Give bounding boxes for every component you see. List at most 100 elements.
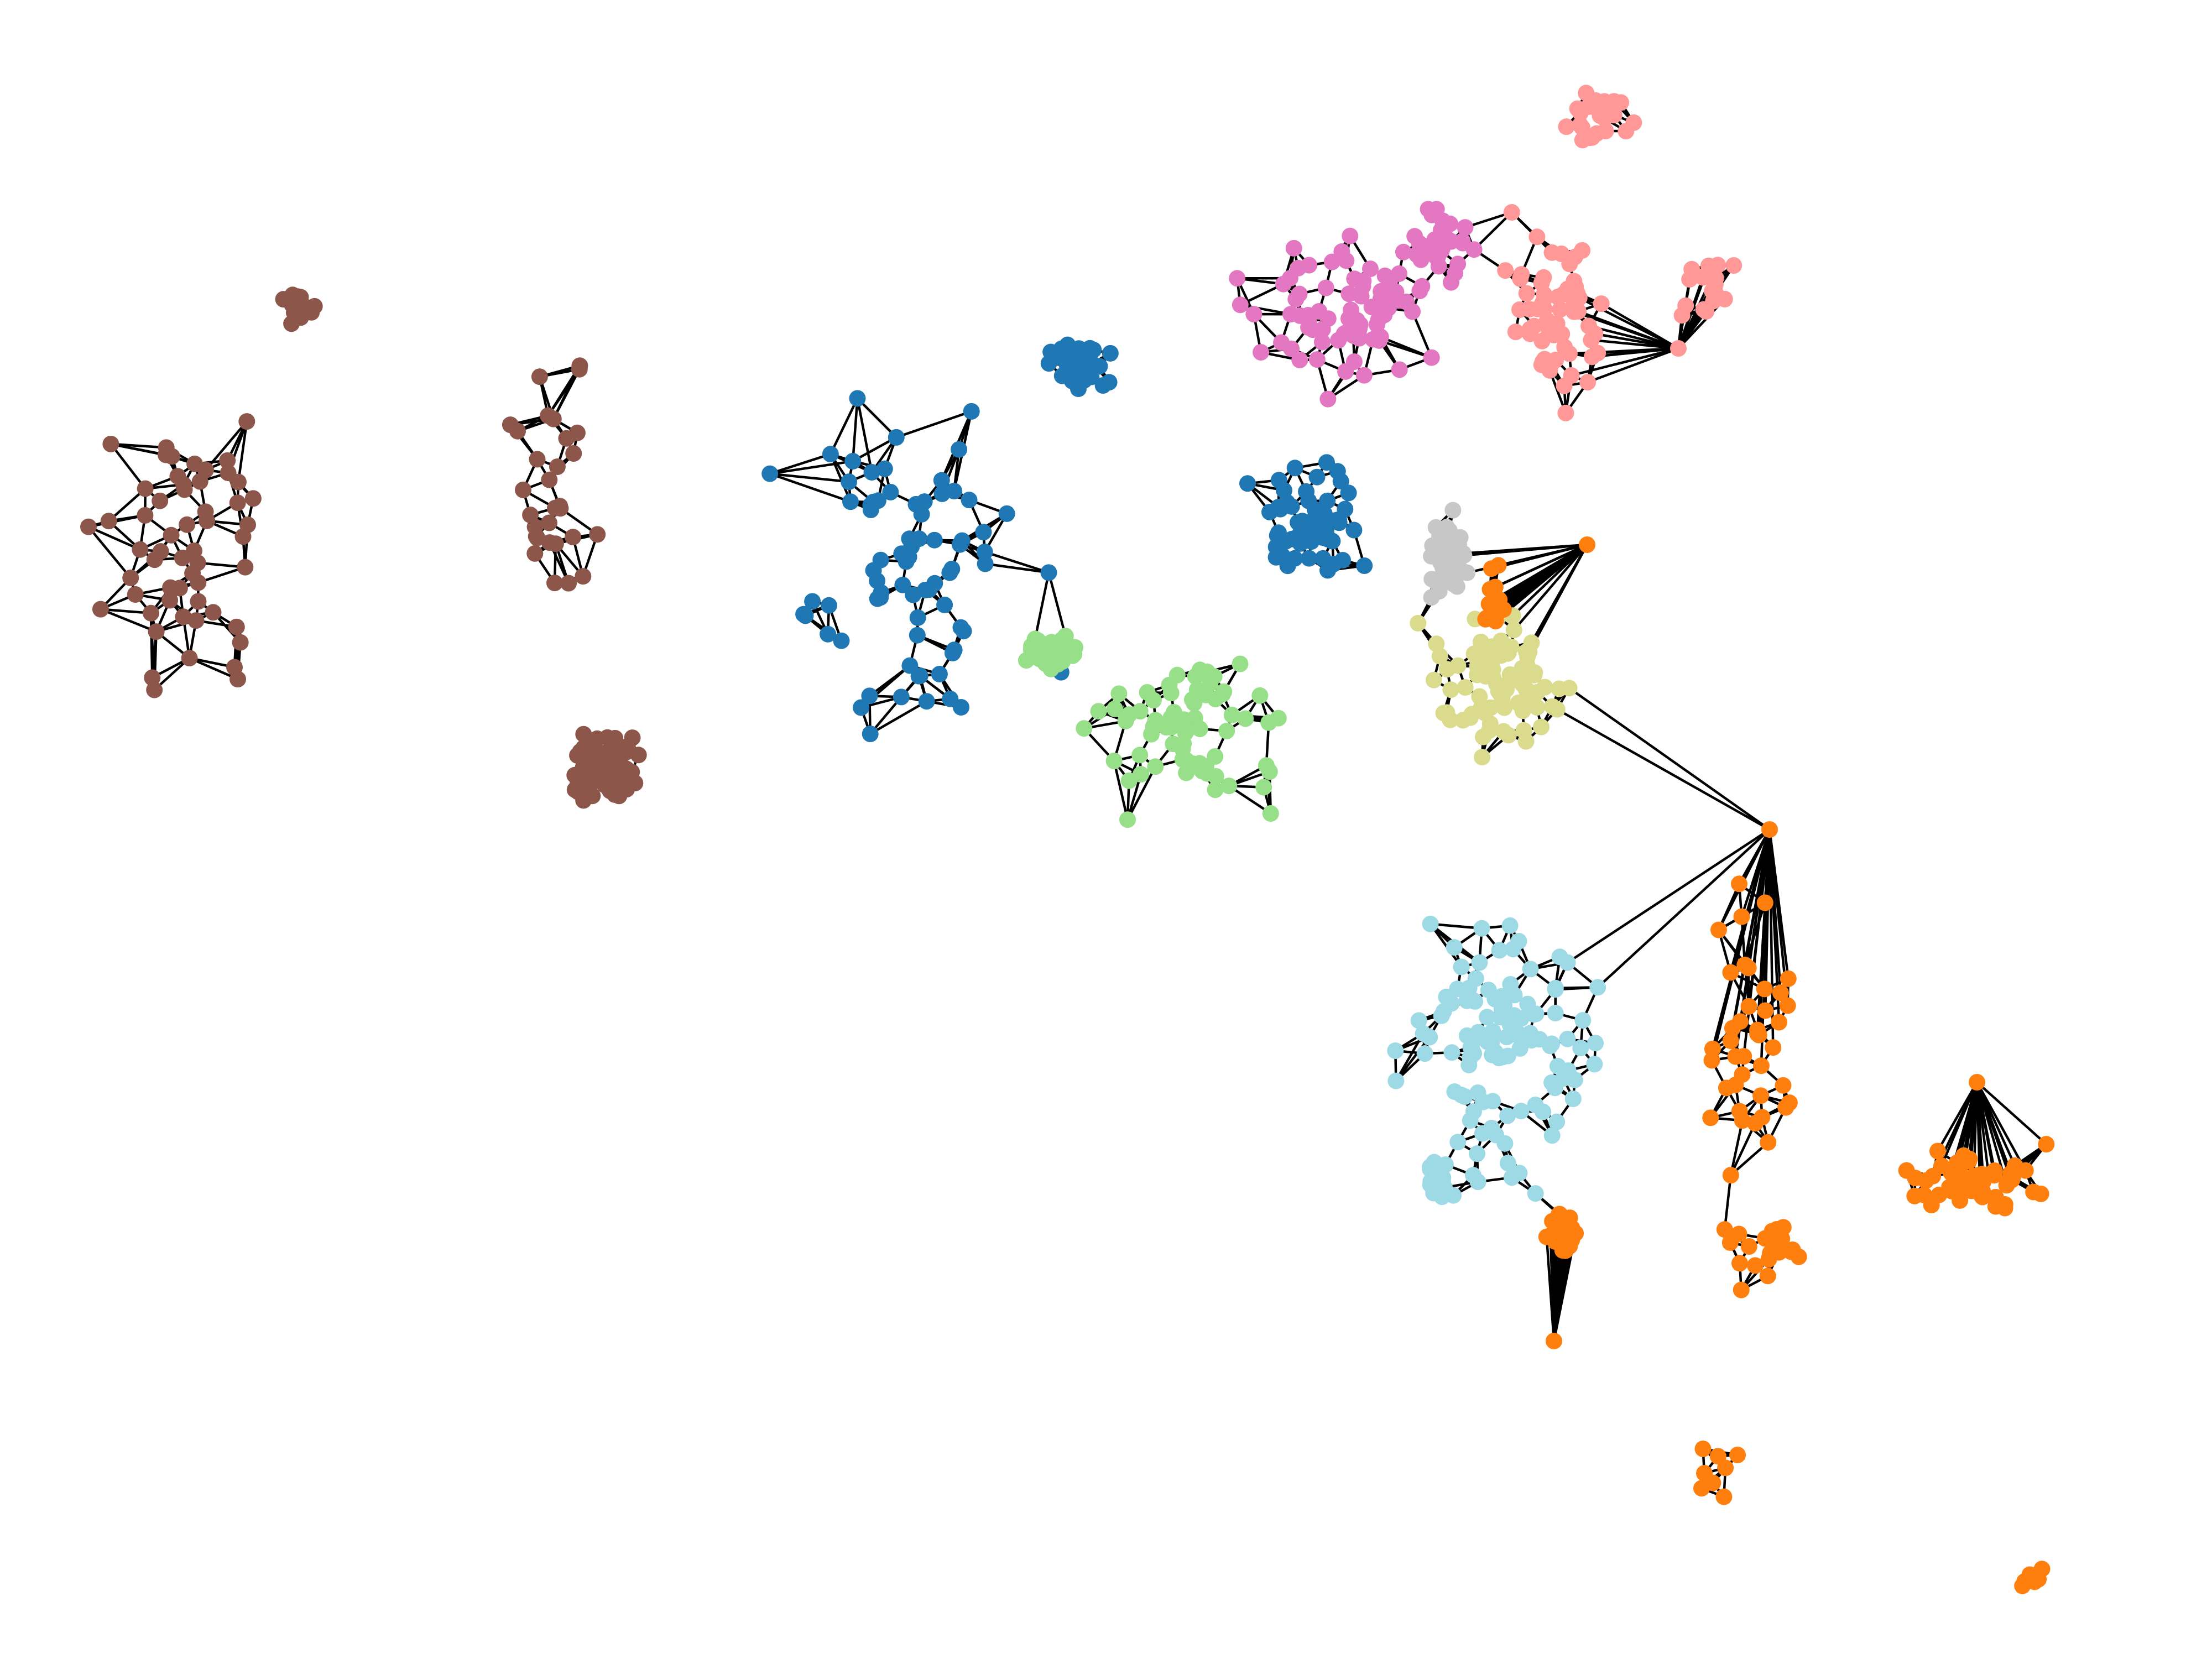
- graph-node-olive: [1431, 648, 1448, 665]
- graph-node-olive: [1528, 699, 1546, 716]
- graph-node-blue: [1059, 336, 1076, 353]
- graph-node-light-green: [1255, 779, 1272, 796]
- graph-node-blue: [931, 666, 948, 682]
- graph-node-brown: [571, 361, 588, 378]
- graph-edge: [1742, 828, 1771, 1058]
- graph-node-light-blue: [1494, 1048, 1511, 1066]
- graph-node-brown: [176, 481, 193, 498]
- graph-node-light-blue: [1535, 1103, 1552, 1120]
- graph-edge: [895, 410, 973, 439]
- graph-node-pink: [1282, 306, 1299, 323]
- graph-edge: [856, 397, 873, 474]
- graph-node-brown: [589, 526, 606, 543]
- graph-node-olive: [1544, 698, 1561, 715]
- graph-node-blue: [1270, 472, 1287, 489]
- graph-node-gray: [1434, 559, 1451, 576]
- graph-node-blue: [833, 632, 850, 649]
- graph-node-orange: [1756, 894, 1773, 911]
- graph-node-orange: [1765, 1039, 1782, 1056]
- graph-node-blue: [822, 446, 839, 463]
- graph-node-orange: [1704, 1474, 1721, 1491]
- graph-node-orange: [2002, 1165, 2020, 1182]
- graph-node-salmon: [1695, 301, 1712, 318]
- graph-node-orange: [1916, 1187, 1933, 1203]
- graph-node-blue: [926, 575, 943, 592]
- graph-node-pink: [1380, 300, 1397, 316]
- graph-edge: [983, 550, 1050, 574]
- graph-edge: [1239, 304, 1292, 316]
- graph-node-gray: [1453, 562, 1470, 579]
- graph-node-orange: [1717, 1459, 1734, 1477]
- graph-node-light-green: [1232, 655, 1249, 672]
- graph-node-light-blue: [1501, 917, 1519, 934]
- graph-node-salmon: [1578, 85, 1595, 102]
- graph-node-orange: [1898, 1162, 1915, 1179]
- graph-node-gray: [1441, 522, 1458, 539]
- graph-node-salmon: [1709, 257, 1726, 274]
- graph-node-salmon: [1725, 257, 1743, 274]
- graph-edge: [829, 452, 852, 503]
- graph-node-blue: [1340, 484, 1357, 502]
- graph-node-light-blue: [1469, 1173, 1486, 1191]
- graph-node-brown: [205, 604, 222, 621]
- graph-node-brown: [526, 545, 544, 562]
- graph-node-salmon: [1497, 262, 1514, 279]
- graph-node-blue: [872, 589, 889, 606]
- graph-node-light-blue: [1446, 1083, 1463, 1100]
- graph-node-salmon: [1543, 356, 1560, 373]
- graph-node-light-blue: [1446, 939, 1463, 956]
- graph-node-salmon: [1536, 290, 1553, 307]
- graph-node-orange: [1485, 605, 1501, 622]
- graph-edge: [1729, 1121, 1757, 1177]
- graph-node-blue: [1345, 521, 1363, 539]
- graph-node-salmon: [1570, 303, 1587, 320]
- graph-node-salmon: [1526, 317, 1543, 335]
- graph-node-salmon: [1673, 307, 1691, 324]
- graph-node-light-blue: [1510, 1025, 1526, 1042]
- graph-node-blue: [911, 530, 927, 547]
- graph-node-light-green: [1185, 755, 1202, 772]
- graph-node-light-blue: [1453, 958, 1470, 975]
- graph-node-pink: [1283, 340, 1300, 357]
- graph-node-brown: [547, 535, 564, 552]
- graph-node-brown: [565, 445, 582, 462]
- graph-node-olive: [1505, 622, 1522, 639]
- graph-node-light-blue: [1416, 1045, 1433, 1062]
- graph-node-orange: [1734, 1066, 1751, 1083]
- graph-node-blue: [882, 483, 899, 500]
- graph-node-brown: [127, 586, 144, 603]
- graph-edge: [87, 525, 142, 551]
- graph-node-light-blue: [1415, 1025, 1432, 1042]
- graph-node-olive: [1474, 749, 1491, 766]
- graph-node-pink: [1308, 351, 1326, 368]
- graph-node-light-blue: [1435, 1003, 1452, 1020]
- graph-node-pink: [1454, 233, 1471, 250]
- graph-node-brown: [190, 593, 207, 610]
- graph-node-orange: [1704, 1040, 1721, 1057]
- graph-node-pink: [1428, 201, 1445, 218]
- graph-node-orange: [2038, 1136, 2055, 1153]
- graph-node-brown: [161, 592, 179, 609]
- graph-node-blue: [913, 505, 930, 523]
- graph-node-blue: [916, 493, 933, 510]
- graph-node-light-blue: [1479, 1009, 1496, 1026]
- graph-node-pink: [1423, 349, 1440, 366]
- graph-node-orange: [1961, 1150, 1978, 1167]
- graph-node-light-green: [1119, 811, 1136, 828]
- graph-node-orange: [1731, 1255, 1748, 1272]
- graph-node-blue: [804, 593, 821, 610]
- graph-node-light-blue: [1559, 954, 1576, 971]
- graph-node-brown: [239, 517, 256, 533]
- graph-node-brown: [291, 302, 308, 320]
- graph-node-brown: [190, 574, 207, 591]
- graph-node-light-green: [1237, 710, 1254, 727]
- graph-node-light-blue: [1479, 1027, 1496, 1044]
- graph-node-brown: [229, 671, 246, 688]
- graph-node-salmon: [1574, 132, 1591, 149]
- graph-node-orange: [1779, 997, 1796, 1014]
- graph-node-light-blue: [1387, 1072, 1405, 1089]
- graph-node-blue: [909, 609, 926, 626]
- graph-node-blue: [1272, 500, 1289, 518]
- graph-node-blue: [861, 687, 878, 705]
- graph-edge: [188, 656, 239, 681]
